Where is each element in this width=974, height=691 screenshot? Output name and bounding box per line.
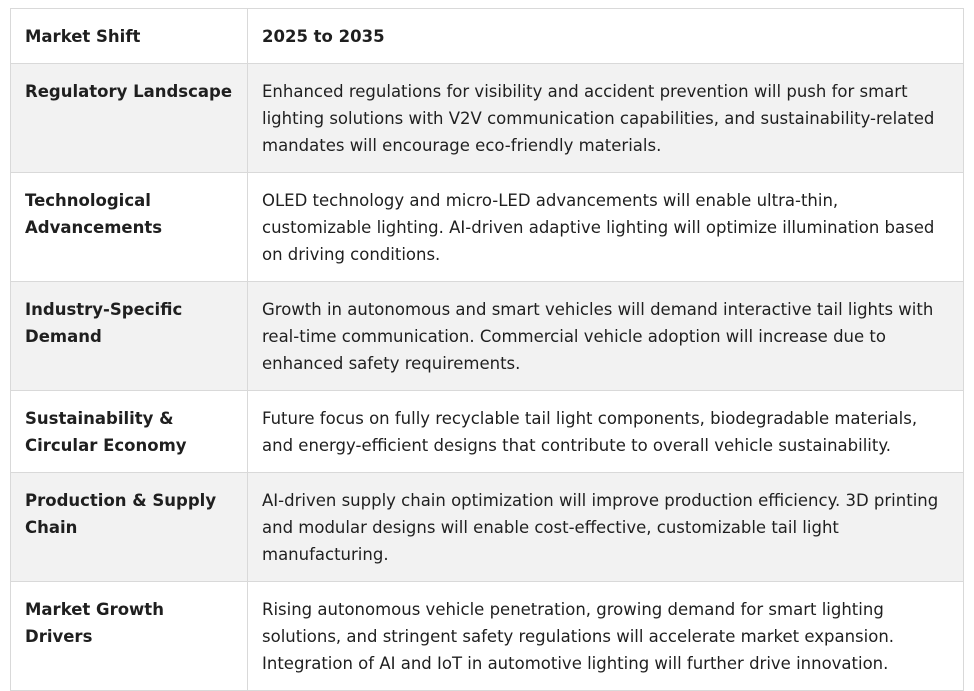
row-description: Rising autonomous vehicle penetration, g… (247, 581, 964, 691)
row-label: Regulatory Landscape (10, 63, 248, 173)
table-row: Regulatory Landscape Enhanced regulation… (10, 63, 964, 173)
row-description: AI-driven supply chain optimization will… (247, 472, 964, 582)
table-row: Industry-Specific Demand Growth in auton… (10, 281, 964, 391)
row-description: Future focus on fully recyclable tail li… (247, 390, 964, 473)
table-row: Sustainability & Circular Economy Future… (10, 390, 964, 473)
table-row: Market Growth Drivers Rising autonomous … (10, 581, 964, 691)
header-period: 2025 to 2035 (247, 8, 964, 64)
table-row: Production & Supply Chain AI-driven supp… (10, 472, 964, 582)
row-description: Enhanced regulations for visibility and … (247, 63, 964, 173)
row-label: Market Growth Drivers (10, 581, 248, 691)
row-label: Industry-Specific Demand (10, 281, 248, 391)
row-label: Sustainability & Circular Economy (10, 390, 248, 473)
header-market-shift: Market Shift (10, 8, 248, 64)
table-row: Technological Advancements OLED technolo… (10, 172, 964, 282)
row-label: Production & Supply Chain (10, 472, 248, 582)
row-description: OLED technology and micro-LED advancemen… (247, 172, 964, 282)
row-label: Technological Advancements (10, 172, 248, 282)
table-header-row: Market Shift 2025 to 2035 (10, 8, 964, 64)
market-shift-table: Market Shift 2025 to 2035 Regulatory Lan… (10, 8, 964, 691)
market-shift-table-container: Market Shift 2025 to 2035 Regulatory Lan… (10, 8, 964, 691)
row-description: Growth in autonomous and smart vehicles … (247, 281, 964, 391)
